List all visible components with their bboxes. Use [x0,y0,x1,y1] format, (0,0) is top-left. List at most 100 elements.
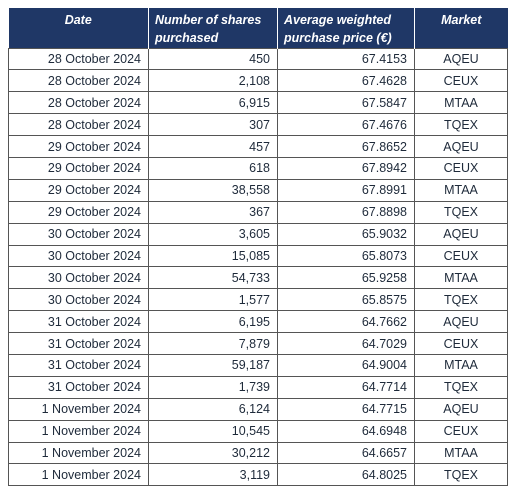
cell-market: TQEX [414,375,508,399]
cell-average-price: 64.7662 [277,310,415,334]
cell-shares-purchased: 15,085 [148,244,278,268]
table-row: 1 November 2024 10,545 64.6948 CEUX [8,419,508,443]
cell-market: TQEX [414,288,508,312]
table-row: 29 October 2024 618 67.8942 CEUX [8,156,508,180]
header-shares-purchased: Number of shares purchased [148,8,278,48]
cell-date: 30 October 2024 [8,222,149,246]
table-row: 28 October 2024 450 67.4153 AQEU [8,47,508,71]
cell-date: 31 October 2024 [8,353,149,377]
table-row: 28 October 2024 2,108 67.4628 CEUX [8,69,508,93]
table-row: 29 October 2024 457 67.8652 AQEU [8,135,508,158]
cell-market: CEUX [414,332,508,355]
cell-shares-purchased: 6,195 [148,310,278,334]
cell-date: 29 October 2024 [8,135,149,158]
header-date: Date [8,8,149,48]
cell-date: 1 November 2024 [8,463,149,487]
cell-date: 28 October 2024 [8,113,149,137]
cell-shares-purchased: 1,739 [148,375,278,399]
cell-average-price: 64.6948 [277,419,415,443]
cell-shares-purchased: 59,187 [148,353,278,377]
cell-average-price: 64.7029 [277,332,415,355]
cell-market: MTAA [414,178,508,202]
table-row: 30 October 2024 15,085 65.8073 CEUX [8,244,508,268]
cell-shares-purchased: 6,124 [148,397,278,421]
table-row: 29 October 2024 38,558 67.8991 MTAA [8,178,508,202]
cell-average-price: 67.8652 [277,135,415,158]
cell-shares-purchased: 457 [148,135,278,158]
cell-date: 30 October 2024 [8,266,149,290]
header-market: Market [414,8,508,48]
cell-shares-purchased: 3,119 [148,463,278,487]
cell-shares-purchased: 30,212 [148,441,278,465]
cell-market: AQEU [414,135,508,158]
cell-average-price: 65.8575 [277,288,415,312]
cell-date: 1 November 2024 [8,419,149,443]
cell-date: 1 November 2024 [8,397,149,421]
cell-date: 31 October 2024 [8,310,149,334]
cell-average-price: 67.5847 [277,91,415,115]
cell-market: TQEX [414,463,508,487]
table-row: 29 October 2024 367 67.8898 TQEX [8,200,508,224]
cell-date: 31 October 2024 [8,375,149,399]
cell-date: 1 November 2024 [8,441,149,465]
table-row: 28 October 2024 307 67.4676 TQEX [8,113,508,137]
cell-shares-purchased: 618 [148,156,278,180]
cell-shares-purchased: 367 [148,200,278,224]
cell-shares-purchased: 6,915 [148,91,278,115]
cell-market: MTAA [414,91,508,115]
cell-market: AQEU [414,310,508,334]
cell-average-price: 67.8991 [277,178,415,202]
cell-market: AQEU [414,222,508,246]
table-row: 28 October 2024 6,915 67.5847 MTAA [8,91,508,115]
table-row: 30 October 2024 54,733 65.9258 MTAA [8,266,508,290]
cell-average-price: 64.9004 [277,353,415,377]
cell-average-price: 67.4153 [277,47,415,71]
cell-shares-purchased: 3,605 [148,222,278,246]
cell-shares-purchased: 10,545 [148,419,278,443]
cell-market: MTAA [414,266,508,290]
table-header: Date Number of shares purchased Average … [8,8,508,48]
cell-average-price: 64.7714 [277,375,415,399]
table-row: 1 November 2024 30,212 64.6657 MTAA [8,441,508,465]
cell-average-price: 64.6657 [277,441,415,465]
table-row: 31 October 2024 1,739 64.7714 TQEX [8,375,508,399]
cell-date: 28 October 2024 [8,47,149,71]
cell-date: 31 October 2024 [8,332,149,355]
table-body: 28 October 2024 450 67.4153 AQEU 28 October … [8,47,508,487]
cell-average-price: 67.8942 [277,156,415,180]
cell-shares-purchased: 1,577 [148,288,278,312]
cell-shares-purchased: 307 [148,113,278,137]
cell-market: CEUX [414,244,508,268]
cell-market: CEUX [414,69,508,93]
cell-date: 30 October 2024 [8,288,149,312]
cell-market: AQEU [414,47,508,71]
cell-average-price: 65.9258 [277,266,415,290]
cell-shares-purchased: 38,558 [148,178,278,202]
table-row: 30 October 2024 1,577 65.8575 TQEX [8,288,508,312]
cell-date: 29 October 2024 [8,200,149,224]
cell-average-price: 64.8025 [277,463,415,487]
cell-average-price: 65.9032 [277,222,415,246]
cell-average-price: 67.4676 [277,113,415,137]
cell-average-price: 65.8073 [277,244,415,268]
cell-market: CEUX [414,419,508,443]
cell-market: MTAA [414,353,508,377]
cell-average-price: 67.4628 [277,69,415,93]
cell-average-price: 67.8898 [277,200,415,224]
cell-date: 30 October 2024 [8,244,149,268]
cell-shares-purchased: 54,733 [148,266,278,290]
cell-shares-purchased: 7,879 [148,332,278,355]
table-row: 31 October 2024 6,195 64.7662 AQEU [8,310,508,334]
cell-market: TQEX [414,113,508,137]
cell-shares-purchased: 2,108 [148,69,278,93]
table-row: 31 October 2024 7,879 64.7029 CEUX [8,332,508,355]
cell-market: CEUX [414,156,508,180]
table-row: 30 October 2024 3,605 65.9032 AQEU [8,222,508,246]
cell-date: 29 October 2024 [8,178,149,202]
cell-date: 28 October 2024 [8,69,149,93]
cell-date: 29 October 2024 [8,156,149,180]
table-row: 1 November 2024 3,119 64.8025 TQEX [8,463,508,487]
cell-market: TQEX [414,200,508,224]
header-row: Date Number of shares purchased Average … [8,8,508,48]
cell-shares-purchased: 450 [148,47,278,71]
